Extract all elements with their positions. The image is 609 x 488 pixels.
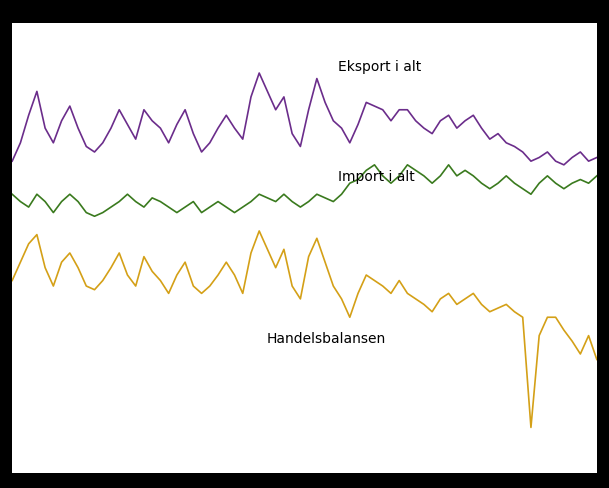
Text: Handelsbalansen: Handelsbalansen — [267, 331, 386, 345]
Text: Eksport i alt: Eksport i alt — [338, 60, 421, 74]
Text: Import i alt: Import i alt — [338, 170, 415, 184]
